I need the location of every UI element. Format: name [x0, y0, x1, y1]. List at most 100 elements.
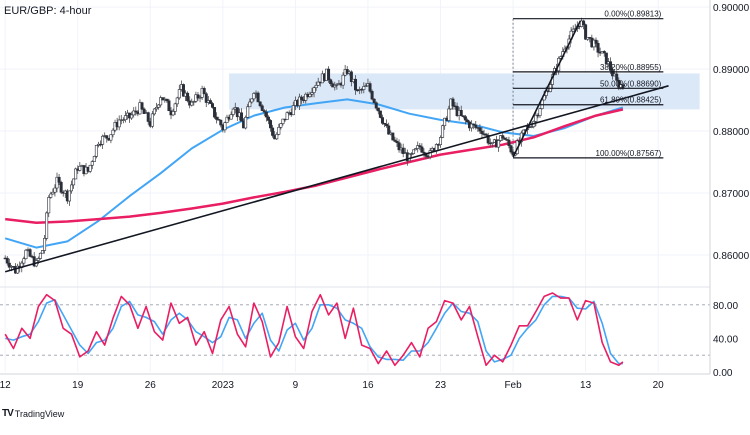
range-zone	[229, 73, 700, 110]
time-tick-label: 9	[293, 380, 299, 391]
candle-body	[335, 84, 339, 86]
candle-body	[130, 114, 134, 119]
candle-body	[304, 93, 308, 101]
candle-body	[7, 262, 11, 268]
candle-body	[248, 101, 252, 108]
candle-body	[362, 86, 366, 90]
tradingview-logo-icon: TV	[2, 408, 14, 419]
candle-body	[393, 139, 397, 142]
candle-body	[314, 84, 318, 88]
candle-body	[470, 123, 474, 129]
candle-body	[300, 96, 304, 101]
candle-body	[608, 61, 612, 71]
candle-body	[51, 191, 55, 195]
candle-body	[596, 43, 600, 53]
fib-level-label: 0.00%(0.89813)	[604, 10, 661, 19]
candle-body	[345, 69, 349, 74]
candle-body	[378, 110, 382, 118]
candle-body	[152, 108, 156, 115]
candle-body	[447, 108, 451, 121]
candle-body	[28, 249, 32, 257]
candle-body	[409, 153, 413, 155]
candle-body	[602, 51, 606, 54]
candle-body	[161, 97, 165, 101]
candle-body	[308, 93, 312, 97]
candle-body	[105, 135, 109, 139]
candle-body	[171, 111, 175, 116]
candle-body	[397, 142, 401, 151]
candle-body	[484, 133, 488, 136]
candle-body	[584, 24, 588, 40]
trendline	[512, 20, 582, 158]
candle-body	[5, 257, 9, 264]
candle-body	[264, 111, 268, 118]
candle-body	[155, 107, 159, 110]
candle-body	[530, 126, 534, 128]
candle-body	[117, 119, 121, 128]
candle-body	[312, 87, 316, 93]
candle-body	[380, 117, 384, 124]
candle-body	[422, 151, 426, 154]
time-tick-label: 19	[72, 380, 84, 391]
time-tick-label: Feb	[504, 380, 522, 391]
candle-body	[401, 147, 405, 154]
candle-body	[140, 102, 144, 110]
candle-body	[88, 164, 92, 172]
candle-body	[38, 252, 42, 259]
candle-body	[441, 125, 445, 138]
candle-body	[571, 28, 575, 32]
tradingview-footer[interactable]: TV TradingView	[2, 408, 64, 419]
candle-body	[277, 126, 281, 135]
candle-body	[341, 74, 345, 86]
candle-body	[173, 103, 177, 112]
candle-body	[370, 91, 374, 100]
candle-body	[231, 108, 235, 115]
candle-body	[310, 92, 314, 95]
candle-body	[461, 115, 465, 117]
candle-body	[463, 116, 467, 121]
candle-body	[74, 168, 78, 180]
candle-body	[219, 119, 223, 126]
candle-body	[387, 125, 391, 135]
candle-body	[385, 123, 389, 127]
candle-body	[364, 85, 368, 87]
candle-body	[210, 103, 214, 108]
candle-body	[372, 98, 376, 104]
candle-body	[92, 156, 96, 162]
candle-body	[223, 122, 227, 131]
candle-body	[383, 122, 387, 125]
candle-body	[208, 100, 212, 104]
candle-body	[43, 238, 47, 251]
candle-body	[198, 97, 202, 99]
candle-body	[67, 190, 71, 202]
candle-body	[349, 71, 353, 83]
candle-body	[146, 112, 150, 122]
candle-body	[190, 101, 194, 106]
candle-body	[490, 141, 494, 144]
grid	[0, 0, 710, 372]
candle-body	[142, 108, 146, 114]
candle-body	[186, 92, 190, 102]
candle-body	[271, 127, 275, 136]
price-tick-label: 0.90000	[713, 3, 750, 14]
candle-body	[132, 110, 136, 116]
candle-body	[165, 98, 169, 102]
candle-body	[465, 119, 469, 123]
candle-body	[582, 20, 586, 25]
time-tick-label: 12	[0, 380, 11, 391]
candle-body	[474, 124, 478, 128]
candle-body	[40, 250, 44, 254]
candle-body	[177, 89, 181, 99]
candle-body	[262, 110, 266, 113]
trendlines	[4, 20, 669, 273]
candle-body	[240, 112, 244, 122]
candle-body	[192, 101, 196, 103]
candle-body	[275, 134, 279, 140]
price-tick-label: 0.89000	[713, 65, 750, 76]
candle-body	[594, 39, 598, 44]
candle-body	[266, 116, 270, 121]
candle-body	[78, 165, 82, 171]
candle-body	[538, 108, 542, 116]
